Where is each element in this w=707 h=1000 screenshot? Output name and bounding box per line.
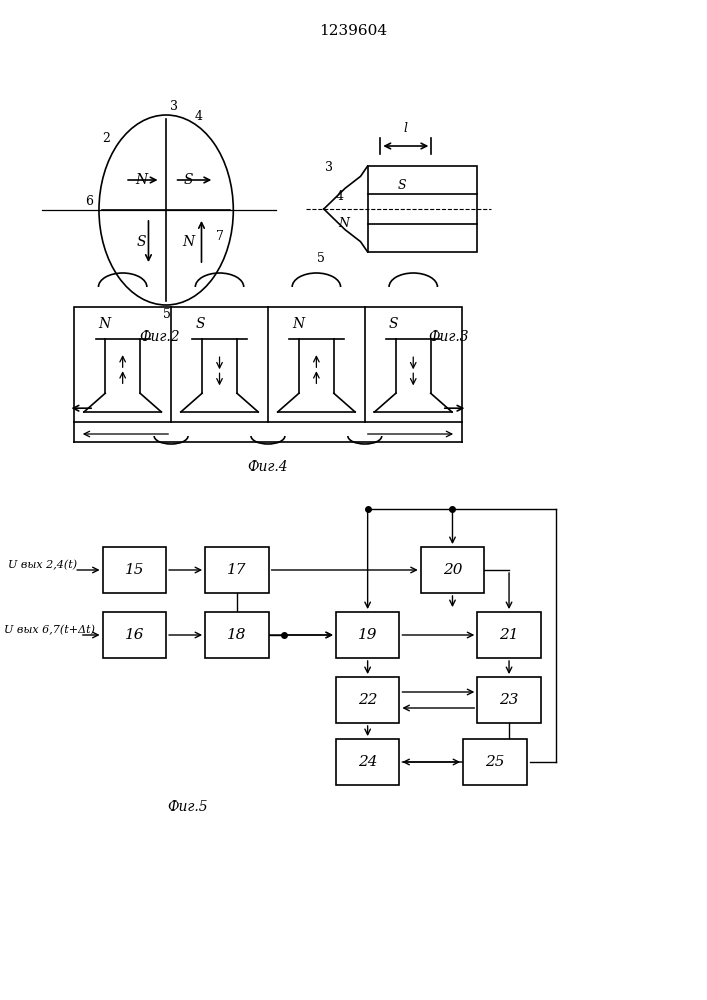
- Bar: [74, 307, 462, 422]
- Text: 20: 20: [443, 563, 462, 577]
- Text: S: S: [389, 317, 399, 331]
- Bar: [205, 612, 269, 658]
- Text: 17: 17: [227, 563, 247, 577]
- Text: N: N: [98, 317, 110, 331]
- Text: N: N: [182, 235, 195, 249]
- Text: Фиг.5: Фиг.5: [167, 800, 208, 814]
- Text: 6: 6: [85, 195, 93, 208]
- Text: 3: 3: [170, 100, 177, 113]
- Bar: [336, 612, 399, 658]
- Text: 3: 3: [325, 161, 333, 174]
- Text: N: N: [338, 217, 349, 230]
- Bar: [205, 547, 269, 593]
- Text: 15: 15: [124, 563, 144, 577]
- Text: 4: 4: [194, 110, 202, 123]
- Text: l: l: [404, 122, 408, 135]
- Bar: [463, 739, 527, 785]
- Bar: [336, 677, 399, 723]
- Text: 25: 25: [485, 755, 505, 769]
- Text: 16: 16: [124, 628, 144, 642]
- Text: S: S: [136, 235, 146, 249]
- Text: 5: 5: [163, 308, 170, 321]
- Bar: [103, 547, 166, 593]
- Text: N: N: [135, 173, 148, 187]
- Text: S: S: [397, 179, 406, 192]
- Text: N: N: [292, 317, 304, 331]
- Text: Фиг.2: Фиг.2: [139, 330, 180, 344]
- Text: 23: 23: [499, 693, 519, 707]
- Text: S: S: [195, 317, 205, 331]
- Text: U вых 6,7(t+Δt): U вых 6,7(t+Δt): [4, 625, 95, 635]
- Bar: [336, 739, 399, 785]
- Text: 19: 19: [358, 628, 378, 642]
- Text: 5: 5: [317, 252, 325, 265]
- Text: S: S: [184, 173, 194, 187]
- Bar: [477, 612, 541, 658]
- Text: 22: 22: [358, 693, 378, 707]
- Text: 4: 4: [336, 190, 344, 203]
- Bar: [421, 547, 484, 593]
- Bar: [368, 166, 477, 252]
- Text: 18: 18: [227, 628, 247, 642]
- Text: 24: 24: [358, 755, 378, 769]
- Bar: [477, 677, 541, 723]
- Text: 2: 2: [103, 132, 110, 145]
- Text: Фиг.4: Фиг.4: [247, 460, 288, 474]
- Text: 1239604: 1239604: [320, 24, 387, 38]
- Text: Фиг.3: Фиг.3: [428, 330, 469, 344]
- Text: 7: 7: [216, 230, 223, 243]
- Text: 21: 21: [499, 628, 519, 642]
- Bar: [103, 612, 166, 658]
- Text: U вых 2,4(t): U вых 2,4(t): [8, 560, 78, 570]
